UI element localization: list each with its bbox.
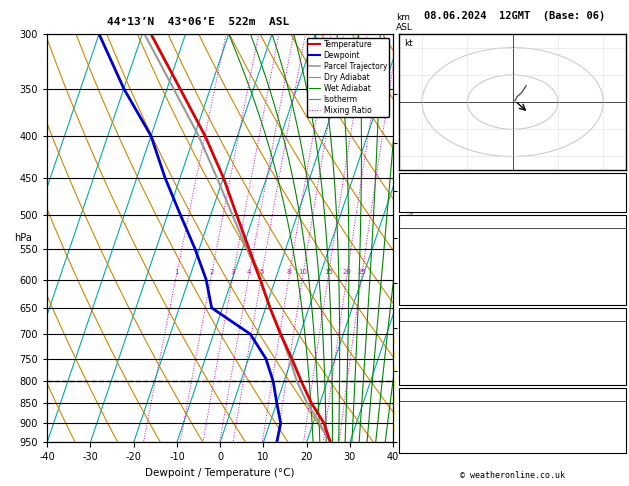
Text: Most Unstable: Most Unstable [477, 310, 548, 319]
Text: |: | [392, 410, 394, 417]
Text: 46: 46 [611, 187, 622, 196]
Text: 15: 15 [324, 269, 333, 275]
Text: 8: 8 [287, 269, 291, 275]
Text: 4: 4 [247, 269, 251, 275]
X-axis label: Dewpoint / Temperature (°C): Dewpoint / Temperature (°C) [145, 468, 295, 478]
Text: 08.06.2024  12GMT  (Base: 06): 08.06.2024 12GMT (Base: 06) [423, 11, 605, 21]
Text: 2: 2 [209, 269, 213, 275]
Text: km
ASL: km ASL [396, 13, 413, 32]
Text: Surface: Surface [494, 217, 532, 226]
Text: LCL: LCL [400, 377, 416, 386]
Text: CAPE (J): CAPE (J) [403, 280, 446, 290]
Text: 17: 17 [611, 174, 622, 183]
Text: 3: 3 [231, 269, 235, 275]
Text: 44°13’N  43°06’E  522m  ASL: 44°13’N 43°06’E 522m ASL [107, 17, 289, 27]
Text: Totals Totals: Totals Totals [403, 187, 473, 196]
Text: θᴄ (K): θᴄ (K) [403, 335, 435, 345]
Text: 953: 953 [606, 323, 622, 332]
Text: Pressure (mb): Pressure (mb) [403, 323, 473, 332]
Text: θᴄ(K): θᴄ(K) [403, 255, 430, 264]
Text: |: | [392, 395, 394, 402]
Text: 13.1: 13.1 [601, 243, 622, 252]
Text: 10: 10 [298, 269, 307, 275]
Text: 1: 1 [174, 269, 179, 275]
Text: |: | [392, 337, 394, 344]
Text: -2: -2 [611, 403, 622, 412]
Text: Lifted Index: Lifted Index [403, 348, 468, 357]
Text: 8: 8 [616, 441, 622, 450]
Text: StmDir: StmDir [403, 428, 435, 437]
Text: 1.97: 1.97 [601, 200, 622, 208]
Text: © weatheronline.co.uk: © weatheronline.co.uk [460, 471, 565, 480]
Text: K: K [403, 174, 409, 183]
Text: Lifted Index: Lifted Index [403, 268, 468, 277]
Text: 681: 681 [606, 280, 622, 290]
Text: 320°: 320° [601, 428, 622, 437]
Text: hPa: hPa [14, 233, 32, 243]
Text: 25: 25 [357, 269, 366, 275]
Text: -2: -2 [611, 268, 622, 277]
Text: 25.5: 25.5 [601, 230, 622, 239]
Text: kt: kt [404, 39, 413, 49]
Text: PW (cm): PW (cm) [403, 200, 441, 208]
Text: 681: 681 [606, 361, 622, 370]
Text: Dewp (°C): Dewp (°C) [403, 243, 452, 252]
Text: Temp (°C): Temp (°C) [403, 230, 452, 239]
Text: Mixing Ratio (g/kg): Mixing Ratio (g/kg) [406, 195, 415, 281]
Text: 0: 0 [616, 293, 622, 302]
Text: CAPE (J): CAPE (J) [403, 361, 446, 370]
Text: |: | [392, 351, 394, 358]
Text: SREH: SREH [403, 416, 425, 425]
Text: -2: -2 [611, 348, 622, 357]
Text: 5: 5 [259, 269, 264, 275]
Legend: Temperature, Dewpoint, Parcel Trajectory, Dry Adiabat, Wet Adiabat, Isotherm, Mi: Temperature, Dewpoint, Parcel Trajectory… [307, 38, 389, 117]
Text: |: | [392, 424, 394, 431]
Text: 332: 332 [606, 335, 622, 345]
Text: StmSpd (kt): StmSpd (kt) [403, 441, 462, 450]
Text: CIN (J): CIN (J) [403, 293, 441, 302]
Text: 18: 18 [611, 416, 622, 425]
Text: |: | [392, 366, 394, 373]
Text: 0: 0 [616, 373, 622, 382]
Text: 20: 20 [342, 269, 352, 275]
Text: Hodograph: Hodograph [489, 390, 537, 399]
Text: EH: EH [403, 403, 414, 412]
Text: 332: 332 [606, 255, 622, 264]
Text: |: | [392, 381, 394, 387]
Text: CIN (J): CIN (J) [403, 373, 441, 382]
